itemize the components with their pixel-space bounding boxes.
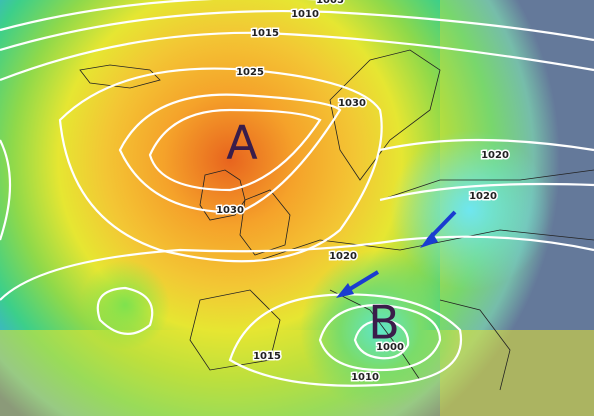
isobar-label: 1000: [376, 342, 404, 353]
pressure-center: A: [226, 116, 258, 170]
isobar-label: 1030: [338, 98, 366, 109]
pressure-center: B: [368, 296, 400, 350]
isobar-label: 1030: [216, 205, 244, 216]
coastlines: [79, 49, 594, 391]
wind-arrows: [336, 210, 457, 298]
isobar-label: 1015: [253, 351, 281, 362]
isobar-label: 1015: [251, 28, 279, 39]
isobar-label: 1020: [481, 150, 509, 161]
isobar-label: 1005: [316, 0, 344, 6]
isobar-label: 1025: [236, 67, 264, 78]
isobar-label: 1020: [329, 251, 357, 262]
isobar-label: 1010: [351, 372, 379, 383]
isobar-label: 1020: [469, 191, 497, 202]
isobar-label: 1010: [291, 9, 319, 20]
isobars: [0, 0, 594, 386]
